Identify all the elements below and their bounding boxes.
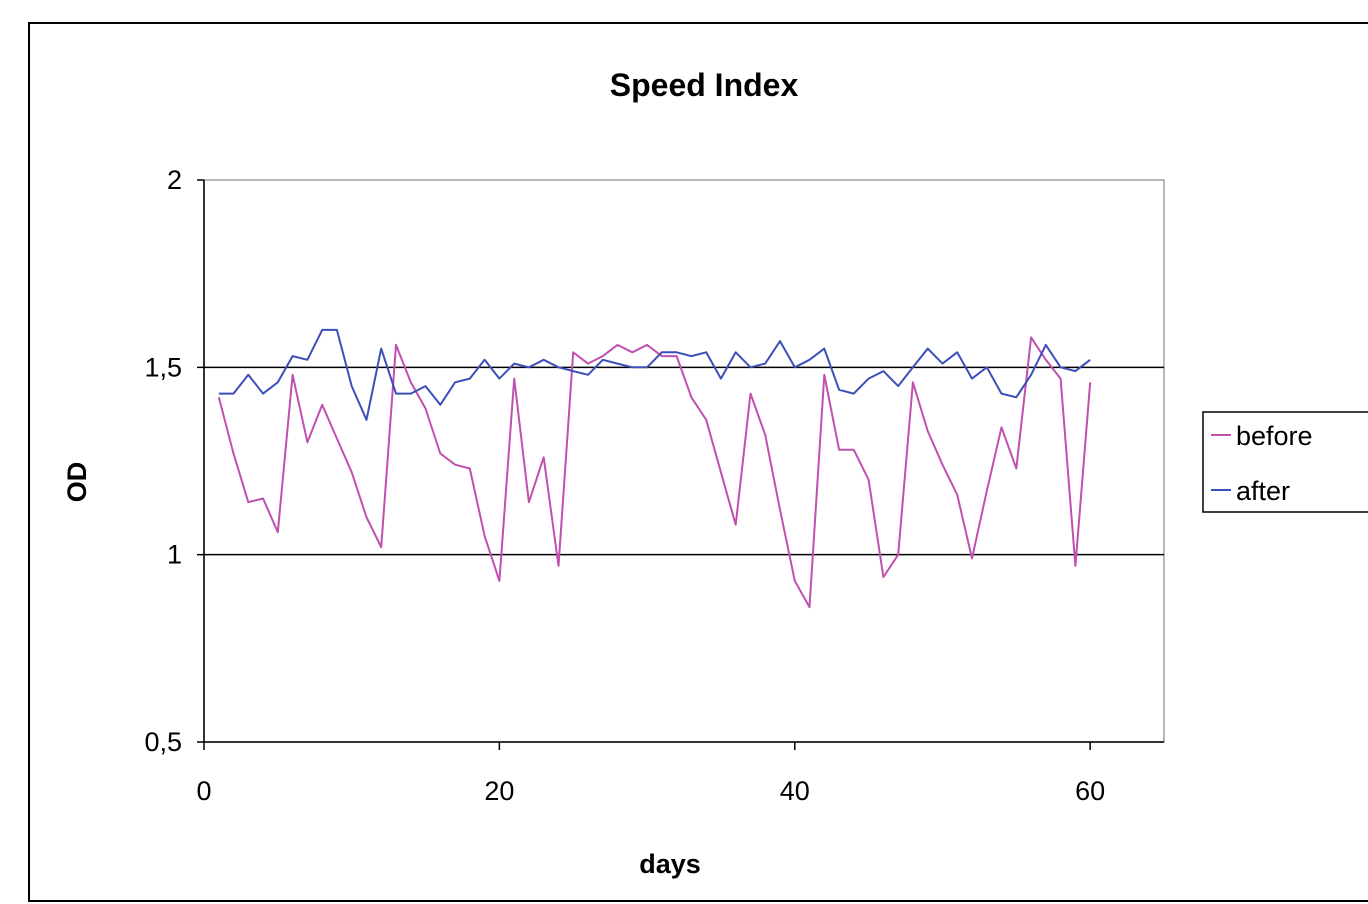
chart-frame: Speed Index OD days 0,5 1 1,5 2 0 20 40 60 befo… — [28, 22, 1368, 902]
y-tick-label-0: 0,5 — [144, 727, 182, 757]
y-tick-label-1: 1 — [167, 540, 182, 570]
x-tick-label-1: 20 — [484, 776, 514, 806]
legend-label-after: after — [1236, 476, 1290, 506]
plot-area-border — [203, 179, 1165, 743]
legend: before after — [1202, 411, 1368, 513]
y-tick-label-2: 1,5 — [144, 352, 182, 382]
legend-label-before: before — [1236, 421, 1313, 451]
chart-svg: Speed Index OD days 0,511,520 20 40 60 befo… — [62, 67, 1368, 879]
x-tick-label-2: 40 — [780, 776, 810, 806]
plot-area: 0,511,520 20 40 60 — [144, 165, 1165, 806]
series-line-after — [218, 328, 1091, 421]
y-tick-label-3: 2 — [167, 165, 182, 195]
chart-title: Speed Index — [610, 67, 799, 103]
x-tick-label-3: 60 — [1075, 776, 1105, 806]
x-axis-label: days — [639, 849, 701, 879]
y-axis-label: OD — [62, 462, 92, 503]
series-line-before — [217, 336, 1092, 609]
x-tick-label-0: 0 — [196, 776, 211, 806]
legend-box — [1202, 411, 1368, 513]
